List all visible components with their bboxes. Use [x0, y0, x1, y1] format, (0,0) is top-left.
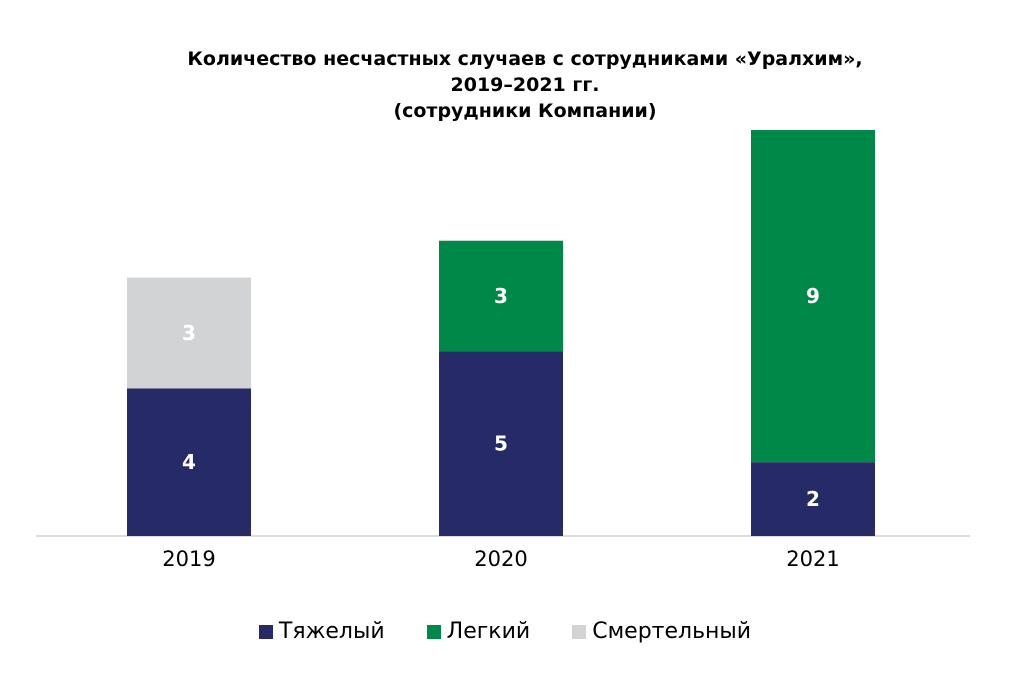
data-label-heavy-2020: 5 — [494, 432, 508, 456]
data-label-fatal-2019: 3 — [182, 321, 196, 345]
legend-swatch-heavy — [258, 624, 273, 639]
legend-label-heavy: Тяжелый — [278, 619, 385, 644]
bar-segment-fatal-2019 — [127, 277, 251, 389]
legend-swatch-fatal — [572, 624, 587, 639]
data-label-light-2021: 9 — [806, 284, 820, 308]
x-tick-label-2021: 2021 — [786, 547, 839, 571]
bar-segment-light-2020 — [439, 240, 563, 352]
chart-title: Количество несчастных случаев с сотрудни… — [0, 46, 1018, 124]
chart-title-line-2: 2019–2021 гг. — [450, 74, 600, 96]
legend-swatch-light — [426, 624, 441, 639]
bar-segment-heavy-2020 — [439, 351, 563, 536]
data-label-light-2020: 3 — [494, 284, 508, 308]
legend-label-light: Легкий — [446, 619, 531, 644]
legend-item-heavy: Тяжелый — [258, 619, 385, 644]
legend-label-fatal: Смертельный — [592, 619, 752, 644]
bar-segment-heavy-2021 — [751, 462, 875, 536]
legend: Тяжелый Легкий Смертельный — [0, 619, 1010, 644]
chart-title-line-3: (сотрудники Компании) — [393, 100, 657, 122]
x-tick-label-2019: 2019 — [162, 547, 215, 571]
bar-segment-light-2021 — [751, 130, 875, 463]
bars-group: 4 3 5 3 2 9 — [127, 130, 875, 536]
x-tick-label-2020: 2020 — [474, 547, 527, 571]
legend-item-light: Легкий — [426, 619, 531, 644]
data-label-heavy-2021: 2 — [806, 487, 820, 511]
chart-title-line-1: Количество несчастных случаев с сотрудни… — [187, 48, 863, 70]
bar-segment-heavy-2019 — [127, 388, 251, 536]
legend-item-fatal: Смертельный — [572, 619, 751, 644]
x-tick-labels: 2019 2020 2021 — [162, 547, 839, 571]
data-label-heavy-2019: 4 — [182, 450, 196, 474]
